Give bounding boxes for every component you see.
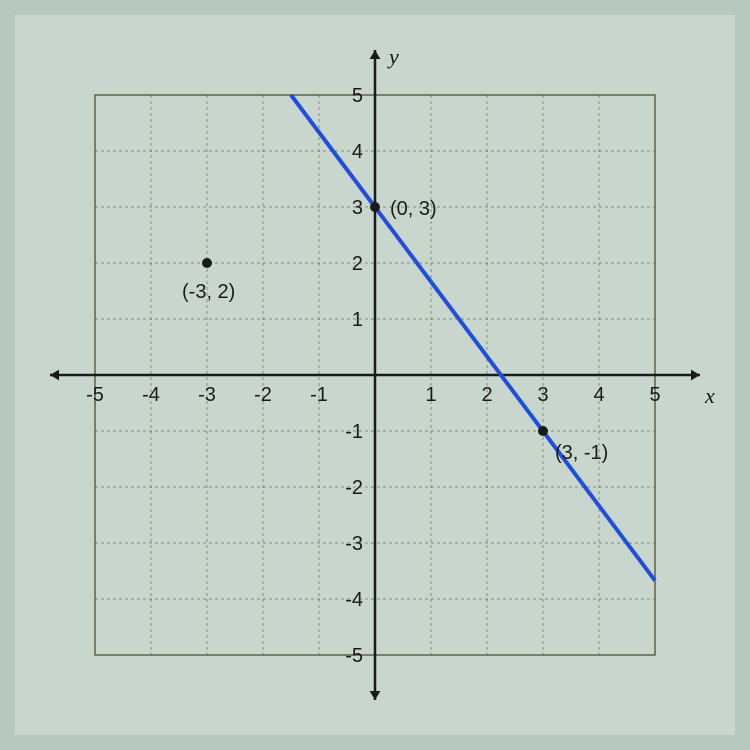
y-tick-label: -1 — [345, 421, 363, 443]
y-axis-label: y — [387, 44, 399, 69]
y-tick-label: -4 — [345, 589, 363, 611]
y-tick-label: 5 — [352, 85, 363, 107]
y-tick-label: -5 — [345, 645, 363, 667]
x-tick-label: 4 — [593, 384, 604, 406]
x-tick-label: 3 — [537, 384, 548, 406]
y-tick-label: -3 — [345, 533, 363, 555]
x-tick-label: 1 — [425, 384, 436, 406]
x-tick-label: 5 — [649, 384, 660, 406]
coordinate-grid-chart: -5 -4 -3 -2 -1 1 2 3 4 5 -5 -4 -3 -2 -1 1 2 3 4 5 x y (0, 3) (3… — [35, 35, 715, 715]
data-point — [538, 426, 548, 436]
y-tick-label: 3 — [352, 197, 363, 219]
point-label: (3, -1) — [555, 442, 608, 464]
y-tick-label: 1 — [352, 309, 363, 331]
data-point — [370, 202, 380, 212]
x-tick-label: -1 — [310, 384, 328, 406]
x-tick-label: -2 — [254, 384, 272, 406]
y-tick-label: 2 — [352, 253, 363, 275]
x-tick-label: -3 — [198, 384, 216, 406]
point-label: (0, 3) — [390, 198, 437, 220]
point-label: (-3, 2) — [182, 281, 235, 303]
y-tick-label: 4 — [352, 141, 363, 163]
x-tick-label: 2 — [481, 384, 492, 406]
y-tick-label: -2 — [345, 477, 363, 499]
x-tick-label: -4 — [142, 384, 160, 406]
x-axis-label: x — [704, 383, 715, 408]
chart-container: -5 -4 -3 -2 -1 1 2 3 4 5 -5 -4 -3 -2 -1 1 2 3 4 5 x y (0, 3) (3… — [15, 15, 735, 735]
x-tick-label: -5 — [86, 384, 104, 406]
data-point — [202, 258, 212, 268]
